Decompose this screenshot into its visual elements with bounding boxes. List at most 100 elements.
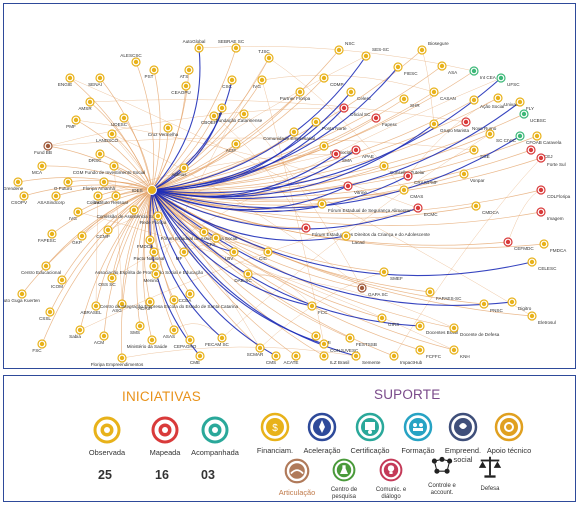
network-node[interactable]: SENAI [88, 73, 105, 87]
network-node[interactable]: ASAS [163, 325, 179, 339]
network-node[interactable]: GAPA SC [357, 283, 389, 297]
network-node[interactable]: Grupo Marista [429, 119, 470, 133]
network-node[interactable]: ICOM [51, 275, 67, 289]
network-node[interactable]: ASA [437, 61, 458, 75]
network-node[interactable]: SMS [130, 321, 145, 335]
network-node[interactable]: CFOAB [515, 131, 542, 145]
network-node[interactable]: AutoGlobal [183, 39, 206, 53]
network-node[interactable]: Imagem [536, 207, 564, 221]
network-node[interactable]: Oficial SC [339, 103, 371, 117]
network-node[interactable]: Fundação Catarinense [216, 109, 263, 123]
network-node[interactable]: FAPAES-SC [425, 287, 462, 301]
network-node[interactable]: ATS [180, 65, 194, 79]
network-node[interactable]: SMEF [379, 267, 403, 281]
network-node[interactable]: Ministério da Saúde [127, 335, 168, 349]
network-node[interactable]: UCBSC [519, 109, 547, 123]
network-node[interactable]: Floripa Empreendimentos [91, 353, 144, 367]
network-node[interactable]: PMF [66, 115, 81, 129]
network-node[interactable]: SES-SC [361, 47, 390, 61]
network-node[interactable]: SCMAR [247, 343, 265, 357]
network-node[interactable]: SEBRAE SC [218, 39, 245, 53]
network-node[interactable]: Partner Floripa [280, 87, 311, 101]
network-node[interactable]: Centro de Integração Empresa Escola do E… [100, 295, 239, 309]
network-node[interactable]: PST [145, 65, 159, 79]
network-node[interactable]: ACM [94, 331, 109, 345]
network-node[interactable]: TJSC [258, 49, 274, 63]
network-node[interactable]: OSS SC [98, 273, 117, 287]
network-node[interactable]: Eletrosul [527, 311, 556, 325]
network-node[interactable]: FCFFC [415, 345, 442, 359]
network-node[interactable]: UDESC [111, 113, 129, 127]
network-node[interactable]: FIESC [393, 62, 418, 76]
network-node[interactable]: Aldeias [171, 163, 189, 177]
network-node[interactable]: Ponta Norte [311, 117, 347, 131]
network-node[interactable]: CMAS [399, 185, 423, 199]
network-node[interactable]: SC CIVIC [485, 129, 517, 143]
network-node[interactable]: Lacad [341, 231, 365, 245]
network-node[interactable]: Caravela [532, 131, 562, 145]
network-node[interactable]: Instituto Guga Kuerten [0, 289, 40, 303]
network-node[interactable]: Rede Floripa [140, 211, 167, 225]
network-node[interactable]: CELESC [527, 257, 557, 271]
network-node[interactable]: Coliza [87, 191, 103, 205]
network-node[interactable]: APAE [351, 145, 374, 159]
network-node[interactable]: IVG [69, 207, 83, 221]
network-node[interactable]: FSC [32, 339, 47, 353]
network-node[interactable]: Itaú Social [319, 141, 351, 155]
network-node[interactable]: MF [176, 247, 189, 261]
network-node[interactable]: FESTSSB [345, 333, 377, 347]
network-node[interactable]: CBOEP [201, 111, 219, 125]
network-node[interactable]: ACIF [226, 139, 241, 153]
network-node[interactable]: UFSC [496, 73, 520, 87]
network-node[interactable]: CMS [266, 351, 281, 365]
network-node[interactable]: CCEA [179, 289, 195, 303]
network-node[interactable]: Docentes Brasil [415, 321, 458, 335]
network-node[interactable]: KNH [449, 345, 470, 359]
network-node[interactable]: CSSL [39, 307, 55, 321]
network-node[interactable]: Docente de Defesa [449, 323, 500, 337]
network-node[interactable]: ASG [112, 299, 127, 313]
network-node[interactable]: Univali [493, 93, 518, 107]
network-node[interactable]: ASASindcorp [37, 191, 65, 205]
network-node[interactable]: Fund BB [34, 141, 53, 155]
network-node[interactable]: SHR [399, 94, 420, 108]
network-node[interactable]: Pacto Nacional [134, 247, 165, 261]
network-node[interactable]: Comissão de Assistência Social [97, 205, 162, 219]
network-node[interactable]: Associação Espírita de Promoção Social e… [95, 261, 204, 275]
network-node[interactable]: Biosegure [417, 41, 449, 55]
network-node[interactable]: CGM Fundo de Investimento Social [73, 161, 146, 175]
network-node[interactable]: CEPAGRO [174, 335, 197, 349]
network-node[interactable]: Instituto Ressoar [94, 191, 129, 205]
network-node[interactable]: Digitro [507, 297, 532, 311]
network-node[interactable]: ImpactHub [389, 351, 423, 365]
network-node[interactable]: Forte Sul [536, 153, 566, 167]
network-node[interactable]: FMDCA [539, 239, 567, 253]
network-node[interactable]: AMSR [78, 97, 95, 111]
network-node[interactable]: Fórum Estadual de Assistência Social [161, 227, 238, 241]
network-node[interactable]: CMDCA [471, 201, 500, 215]
network-node[interactable]: FLY [515, 97, 534, 111]
network-node[interactable]: Fórum Estadual dos Direitos da Criança e… [301, 223, 430, 237]
network-node[interactable]: PNSC [479, 299, 503, 313]
network-node[interactable]: Fórum Estadual de Segurança Alimentar [317, 199, 411, 213]
network-node[interactable]: Semente [351, 351, 381, 365]
network-node[interactable]: CRAS/PMF [403, 171, 438, 185]
network-node[interactable]: SMA [331, 149, 353, 163]
network-node[interactable]: NSC [334, 41, 355, 55]
network-node[interactable]: FECAM SC [205, 333, 230, 347]
network-node[interactable]: LBV [225, 247, 239, 261]
network-node[interactable]: Celesc [346, 87, 372, 101]
network-node[interactable]: CEFMDC [503, 237, 534, 251]
network-node[interactable]: CASAN [429, 87, 456, 101]
network-node[interactable]: Ação Social [469, 95, 504, 109]
network-node[interactable]: Cruz Vermelha [148, 123, 179, 137]
network-node[interactable]: CCMP [96, 225, 113, 239]
network-node[interactable]: Menino [143, 269, 161, 283]
network-node[interactable]: Novo Rumo [461, 117, 497, 131]
network-node[interactable]: CSOPV [11, 191, 29, 205]
network-node[interactable]: MCA [32, 161, 47, 175]
network-node[interactable]: Vonpar [459, 169, 485, 183]
network-node[interactable]: Centro Educacional [21, 261, 61, 275]
network-node[interactable]: SGE [469, 145, 490, 159]
network-node[interactable]: CSC [222, 75, 237, 89]
